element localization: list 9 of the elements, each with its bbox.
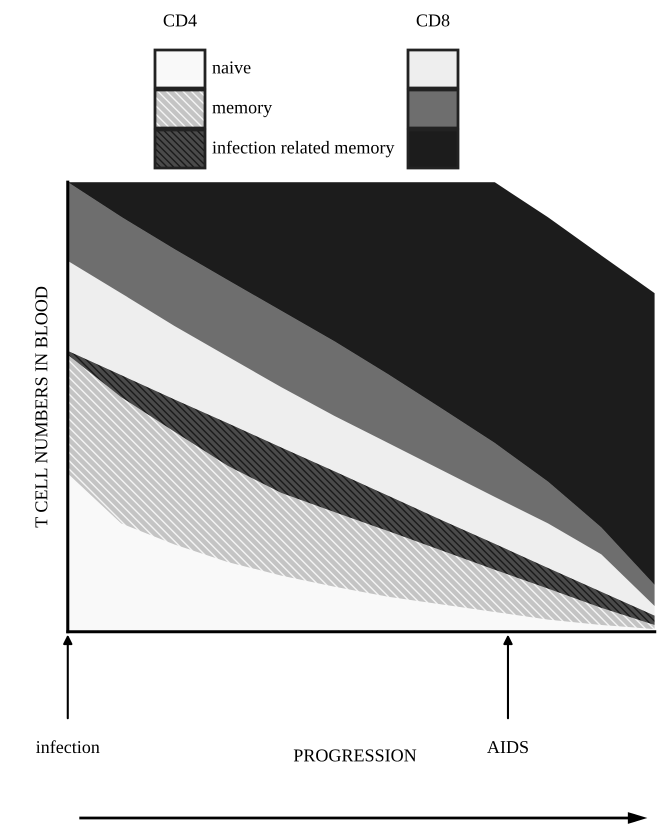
y-axis-title: T CELL NUMBERS IN BLOOD xyxy=(35,286,48,528)
text: CD4 xyxy=(164,14,197,27)
legend-label: memory xyxy=(212,104,272,118)
text: AIDS xyxy=(487,741,528,754)
text: CD8 xyxy=(416,14,450,27)
text: infection xyxy=(36,740,100,754)
legend-label: infection related memory xyxy=(212,140,394,158)
legend-label: naive xyxy=(212,61,250,74)
text: PROGRESSION xyxy=(294,749,416,762)
